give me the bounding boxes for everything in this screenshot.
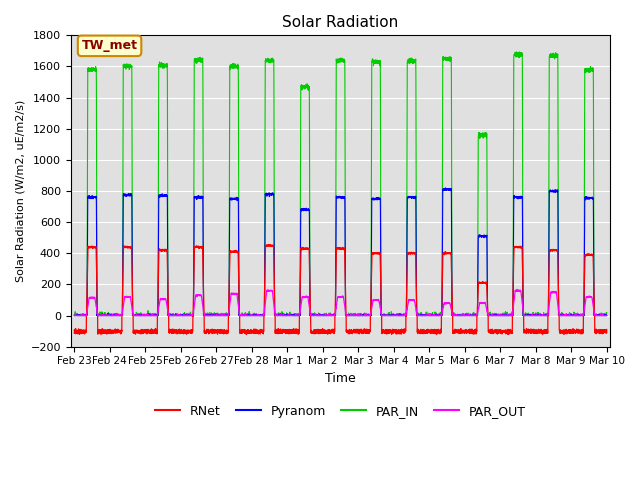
Y-axis label: Solar Radiation (W/m2, uE/m2/s): Solar Radiation (W/m2, uE/m2/s) bbox=[15, 100, 25, 282]
RNet bbox=[166, 328, 174, 334]
PAR_OUT bbox=[490, 312, 498, 318]
Pyranom bbox=[321, 312, 328, 318]
Line: PAR_IN: PAR_IN bbox=[74, 52, 607, 315]
PAR_IN bbox=[603, 310, 611, 315]
RNet bbox=[431, 330, 438, 336]
Title: Solar Radiation: Solar Radiation bbox=[282, 15, 399, 30]
PAR_OUT bbox=[602, 312, 610, 318]
PAR_OUT bbox=[166, 312, 174, 318]
RNet bbox=[70, 330, 78, 336]
Pyranom bbox=[430, 312, 438, 318]
Pyranom bbox=[70, 312, 78, 318]
Pyranom bbox=[442, 185, 449, 191]
Legend: RNet, Pyranom, PAR_IN, PAR_OUT: RNet, Pyranom, PAR_IN, PAR_OUT bbox=[150, 400, 531, 423]
RNet bbox=[265, 241, 273, 247]
RNet bbox=[321, 330, 328, 336]
Pyranom bbox=[490, 312, 498, 318]
Pyranom bbox=[166, 312, 174, 318]
PAR_IN bbox=[602, 310, 610, 316]
PAR_OUT bbox=[603, 312, 611, 318]
PAR_IN bbox=[513, 49, 520, 55]
Pyranom bbox=[602, 312, 610, 318]
Pyranom bbox=[603, 312, 611, 318]
Text: TW_met: TW_met bbox=[81, 39, 138, 52]
PAR_IN bbox=[70, 312, 78, 318]
PAR_OUT bbox=[513, 287, 521, 292]
X-axis label: Time: Time bbox=[325, 372, 356, 385]
RNet bbox=[603, 330, 611, 336]
Line: PAR_OUT: PAR_OUT bbox=[74, 289, 607, 315]
PAR_IN bbox=[490, 312, 498, 318]
PAR_OUT bbox=[430, 312, 438, 318]
PAR_IN bbox=[166, 311, 174, 316]
PAR_IN bbox=[321, 311, 328, 316]
PAR_IN bbox=[431, 312, 438, 318]
Line: Pyranom: Pyranom bbox=[74, 188, 607, 315]
PAR_OUT bbox=[321, 312, 328, 318]
RNet bbox=[460, 329, 468, 335]
RNet bbox=[490, 328, 498, 334]
PAR_IN bbox=[460, 312, 468, 318]
PAR_IN bbox=[70, 312, 78, 318]
RNet bbox=[243, 332, 250, 337]
PAR_OUT bbox=[460, 312, 467, 318]
Line: RNet: RNet bbox=[74, 244, 607, 335]
Pyranom bbox=[460, 312, 468, 318]
RNet bbox=[602, 330, 610, 336]
PAR_OUT bbox=[70, 312, 78, 318]
